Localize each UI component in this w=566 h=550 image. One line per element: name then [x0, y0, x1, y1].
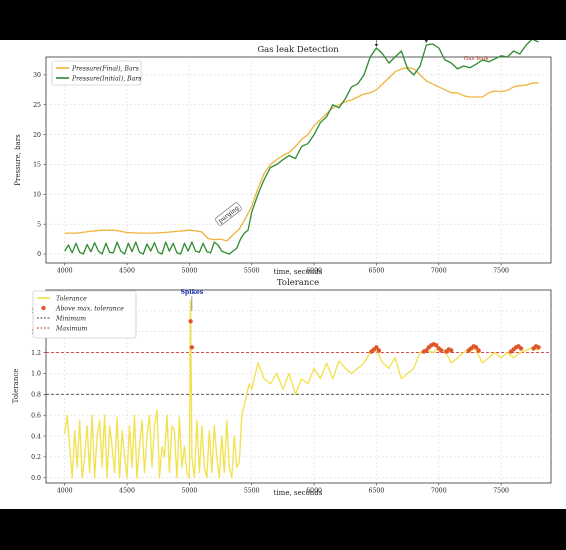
series-line-pressure-final-bars — [64, 67, 539, 242]
plot-frame — [45, 56, 552, 264]
legend: Pressure(Final), Bars Pressure(Initial),… — [51, 60, 142, 86]
legend-label-final: Pressure(Final), Bars — [71, 66, 139, 73]
series-lines — [64, 299, 539, 479]
x-tick-label: 5500 — [244, 268, 260, 275]
x-axis-label: time, seconds — [274, 268, 323, 276]
annotation-spikes: Spikes — [180, 289, 203, 296]
y-tick-label: 0 — [37, 251, 41, 258]
legend-label-maximum: Maximum — [55, 326, 87, 333]
x-axis-ticks: 4000 4500 5000 5500 6000 6500 7000 7500 — [57, 483, 509, 495]
x-tick-label: 6000 — [306, 488, 322, 495]
x-tick-label: 7500 — [493, 268, 509, 275]
annotation-gas-leak: Gas leak — [464, 56, 490, 62]
legend-label-above-max: Above max. tolerance — [55, 306, 124, 313]
x-tick-label: 4500 — [119, 268, 135, 275]
tolerance-chart: Tolerance 4000 4500 5000 5500 6000 6500 7000 75… — [12, 278, 552, 497]
gas-leak-detection-chart: Gas leak Detection 4000 4500 5000 5500 6000 6… — [14, 40, 552, 276]
above-tolerance-point — [439, 348, 444, 353]
figure: Gas leak Detection 4000 4500 5000 5500 6000 6… — [12, 40, 552, 497]
y-tick-label: 0.8 — [31, 392, 41, 399]
y-tick-label: 15 — [33, 162, 41, 169]
above-tolerance-point — [518, 346, 524, 351]
x-tick-label: 4500 — [119, 488, 135, 495]
legend: Tolerance Above max. tolerance Minimum M… — [32, 290, 137, 339]
above-tolerance-point — [449, 348, 454, 353]
above-tolerance-point — [434, 343, 439, 348]
y-tick-label: 0.2 — [31, 454, 41, 461]
y-tick-label: 5 — [37, 221, 41, 228]
y-tick-label: 1.2 — [31, 350, 41, 357]
x-axis-label: time, seconds — [274, 489, 323, 497]
annotation-arrowhead — [424, 40, 429, 43]
above-tolerance-point — [189, 345, 195, 350]
x-tick-label: 5000 — [182, 268, 198, 275]
x-tick-label: 7000 — [431, 488, 447, 495]
y-tick-label: 30 — [33, 72, 41, 79]
reference-lines — [46, 352, 551, 395]
x-tick-label: 4000 — [57, 268, 73, 275]
chart-title: Tolerance — [277, 278, 319, 288]
x-tick-label: 5000 — [182, 488, 198, 495]
legend-label-minimum: Minimum — [55, 316, 86, 323]
above-tolerance-point — [536, 345, 541, 350]
chart-title: Gas leak Detection — [257, 45, 339, 55]
x-tick-label: 6500 — [369, 268, 385, 275]
y-tick-label: 1.0 — [31, 371, 41, 378]
letterbox-top — [0, 0, 566, 40]
above-tolerance-points — [188, 319, 541, 354]
x-tick-label: 6000 — [306, 268, 322, 275]
above-tolerance-point — [476, 348, 481, 353]
x-tick-label: 4000 — [57, 488, 73, 495]
x-tick-label: 6500 — [369, 488, 385, 495]
legend-swatch-above-max — [41, 305, 46, 311]
above-tolerance-point — [188, 319, 193, 324]
above-tolerance-point — [374, 345, 379, 350]
series-lines — [64, 40, 539, 255]
legend-label-tolerance: Tolerance — [56, 296, 87, 303]
y-tick-label: 0.0 — [31, 475, 41, 482]
y-tick-label: 0.4 — [31, 433, 41, 440]
legend-box — [32, 290, 137, 339]
grid — [46, 57, 551, 263]
above-tolerance-point — [473, 345, 479, 350]
series-line-tolerance — [64, 299, 539, 479]
annotation-box — [215, 202, 242, 226]
x-tick-label: 7000 — [431, 268, 447, 275]
y-tick-label: 20 — [33, 132, 41, 139]
y-tick-label: 10 — [33, 192, 41, 199]
y-tick-label: 25 — [33, 102, 41, 109]
x-axis-ticks: 4000 4500 5000 5500 6000 6500 7000 7500 — [57, 263, 509, 275]
legend-box — [51, 60, 142, 86]
legend-label-initial: Pressure(Initial), Bars — [71, 76, 141, 83]
letterbox-bottom — [0, 509, 566, 550]
y-axis-label: Pressure, bars — [14, 134, 22, 186]
x-tick-label: 7500 — [493, 488, 509, 495]
above-tolerance-point — [376, 348, 382, 353]
annotation-arrowhead — [374, 44, 379, 48]
y-tick-label: 0.6 — [31, 412, 41, 419]
y-axis-ticks: 0 5 10 15 20 25 30 — [33, 72, 46, 258]
annotations: Spikes — [180, 289, 204, 311]
above-tolerance-point — [424, 348, 429, 353]
series-line-pressure-initial-bars — [64, 40, 539, 255]
y-axis-label: Tolerance — [12, 369, 20, 404]
x-tick-label: 5500 — [244, 488, 260, 495]
